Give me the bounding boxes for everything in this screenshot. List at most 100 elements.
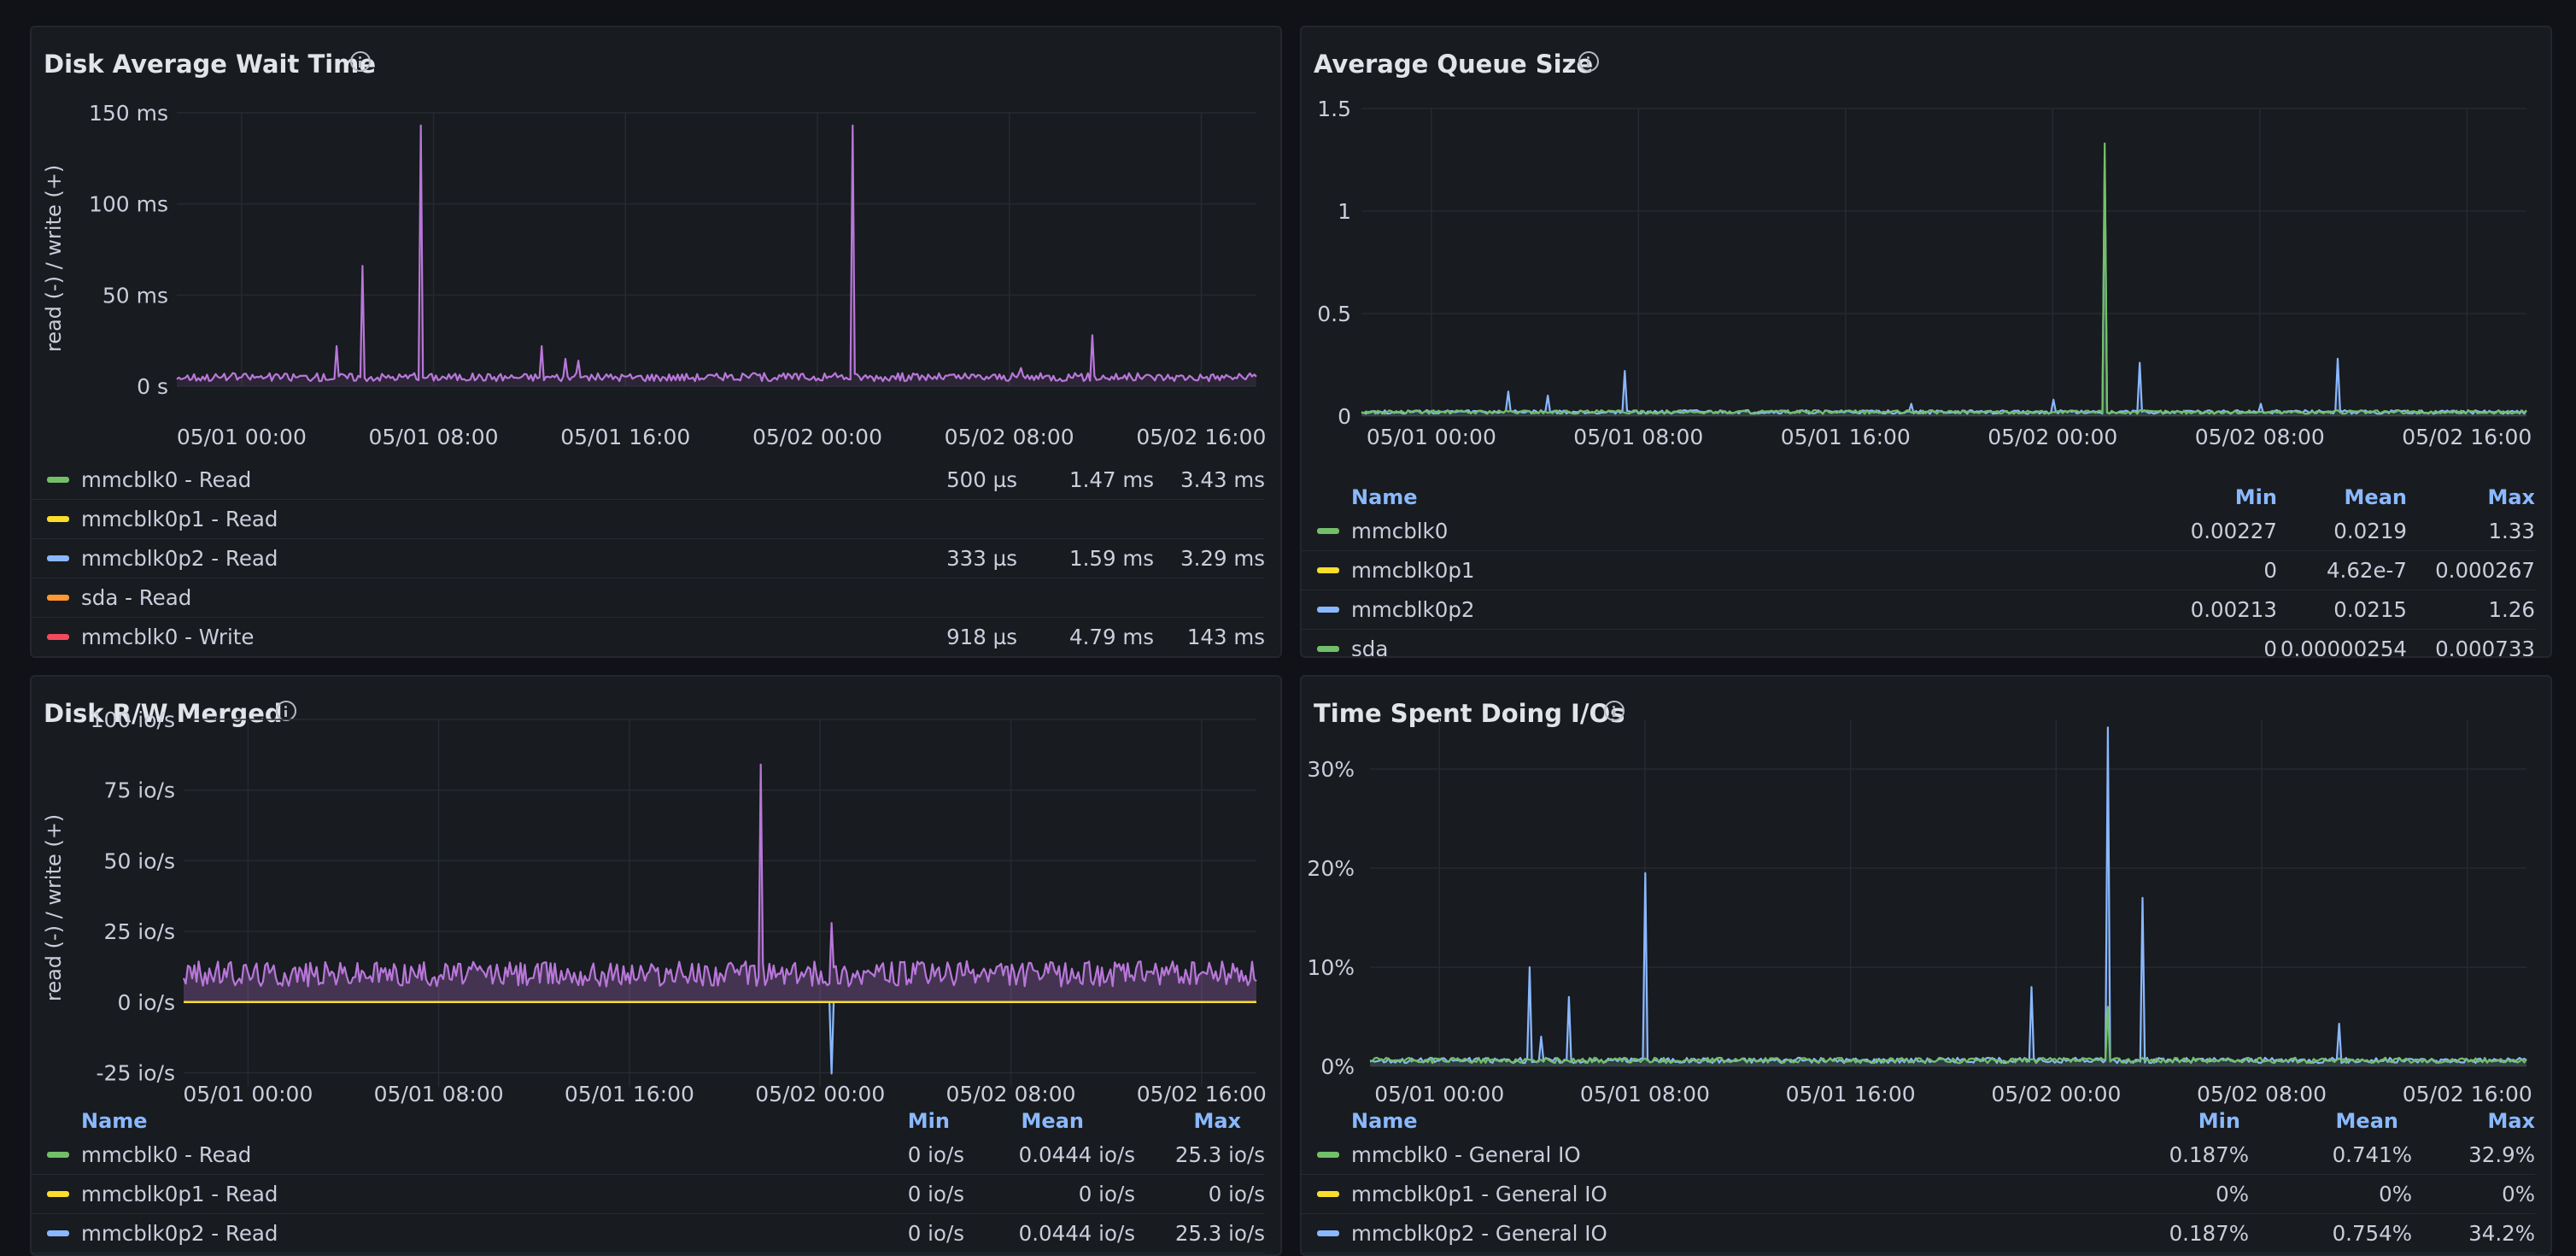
info-icon[interactable] <box>1604 701 1625 721</box>
x-tick-label: 05/01 08:00 <box>374 1082 504 1106</box>
x-tick-label: 05/01 00:00 <box>183 1082 313 1106</box>
y-tick-label: 1.5 <box>1317 97 1351 121</box>
x-tick-label: 05/02 16:00 <box>1137 1082 1267 1106</box>
legend-row[interactable]: mmcblk0p1 - Read <box>32 499 1265 539</box>
y-tick-label: 0 s <box>137 374 168 399</box>
legend-mean-value: 0 io/s <box>1078 1182 1135 1206</box>
panel-time-spent-doing-ios: Time Spent Doing I/Os 30% 20% 10% 0% 05/01 0… <box>1300 675 2552 1256</box>
legend-series-name: mmcblk0 - Write <box>81 625 255 649</box>
series-fill-mmcblk0-write <box>177 125 1256 386</box>
x-tick-label: 05/02 00:00 <box>1991 1082 2121 1106</box>
legend-max-value: 25.3 io/s <box>1174 1142 1265 1167</box>
legend-series-name: mmcblk0 <box>1351 519 1449 543</box>
legend-header-max[interactable]: Max <box>2487 485 2535 509</box>
legend-row[interactable]: mmcblk0p2 - Read 0 io/s 0.0444 io/s 25.3 io… <box>32 1213 1265 1253</box>
legend-row[interactable]: mmcblk0 - Read 500 µs 1.47 ms 3.43 ms <box>32 460 1265 500</box>
series-line-write <box>182 763 1257 988</box>
legend-row[interactable]: mmcblk0p2 - Read 333 µs 1.59 ms 3.29 ms <box>32 538 1265 578</box>
y-tick-label: 75 io/s <box>104 778 175 803</box>
x-tick-label: 05/02 00:00 <box>1988 425 2117 449</box>
legend-header-name[interactable]: Name <box>1351 485 1418 509</box>
x-tick-label: 05/01 16:00 <box>1786 1082 1916 1106</box>
panel-disk-rw-merged: Disk R/W Merged read (-) / write (+) 100… <box>30 675 1282 1256</box>
legend-header-mean[interactable]: Mean <box>2335 1109 2398 1133</box>
legend-mean-value: 0.0444 io/s <box>1018 1221 1135 1246</box>
x-tick-label: 05/02 08:00 <box>946 1082 1075 1106</box>
legend-max-value: 0.000267 <box>2435 558 2535 583</box>
legend-row[interactable]: mmcblk0p1 - General IO 0% 0% 0% <box>1302 1174 2535 1214</box>
legend-max-value: 34.2% <box>2468 1221 2535 1246</box>
legend-mean-value: 4.79 ms <box>1069 625 1154 649</box>
legend-max-value: 32.9% <box>2468 1142 2535 1167</box>
info-icon[interactable] <box>1578 51 1599 72</box>
panel-title[interactable]: Average Queue Size <box>1314 50 1594 79</box>
legend-max-value: 0 io/s <box>1208 1182 1265 1206</box>
chart-average-queue-size[interactable]: 1.5 1 0.5 0 05/01 00:00 05/01 08:00 05/01 16:0… <box>1302 27 2552 489</box>
y-tick-label: 100 io/s <box>91 707 175 732</box>
y-tick-label: 50 ms <box>102 283 168 308</box>
legend-row[interactable]: mmcblk0 - Read 0 io/s 0.0444 io/s 25.3 io/s <box>32 1135 1265 1175</box>
legend-disk-rw-merged: Name Min Mean Max mmcblk0 - Read 0 io/s 0.044… <box>32 1109 1265 1254</box>
legend-row[interactable]: mmcblk0 - General IO 0.187% 0.741% 32.9% <box>1302 1135 2535 1175</box>
series-color-swatch <box>47 1230 69 1236</box>
legend-mean-value: 0.0444 io/s <box>1018 1142 1135 1167</box>
legend-row[interactable]: mmcblk0 0.00227 0.0219 1.33 <box>1302 511 2535 551</box>
series-line-mmcblk0p2-read <box>184 1001 1256 1075</box>
legend-header-min[interactable]: Min <box>2198 1109 2240 1133</box>
legend-header-min[interactable]: Min <box>2234 485 2277 509</box>
series-fill-mmcblk0 <box>1361 143 2526 417</box>
legend-row[interactable]: sda 0 0.00000254 0.000733 <box>1302 629 2535 658</box>
x-tick-label: 05/01 16:00 <box>1781 425 1911 449</box>
y-tick-label: 0 io/s <box>117 990 175 1015</box>
legend-row[interactable]: sda - Read <box>32 578 1265 618</box>
x-tick-label: 05/01 00:00 <box>177 425 307 449</box>
y-tick-label: 10% <box>1307 955 1355 980</box>
series-line-mmcblk0 <box>1361 142 2527 415</box>
y-tick-label: 0.5 <box>1317 302 1351 326</box>
panel-title[interactable]: Time Spent Doing I/Os <box>1314 699 1625 728</box>
y-tick-label: 30% <box>1307 757 1355 782</box>
info-icon[interactable] <box>276 701 296 721</box>
legend-row[interactable]: mmcblk0p1 - Read 0 io/s 0 io/s 0 io/s <box>32 1174 1265 1214</box>
series-color-swatch <box>47 1191 69 1197</box>
series-line-mmcblk0p2 <box>1361 156 2527 415</box>
legend-row[interactable]: mmcblk0 - Write 918 µs 4.79 ms 143 ms <box>32 617 1265 656</box>
legend-mean-value: 0.0215 <box>2333 597 2407 622</box>
legend-mean-value: 1.47 ms <box>1069 467 1154 492</box>
legend-series-name: mmcblk0p1 - General IO <box>1351 1182 1607 1206</box>
legend-min-value: 0 <box>2263 637 2277 658</box>
series-color-swatch <box>47 477 69 483</box>
series-color-swatch <box>1317 1152 1339 1158</box>
legend-header-max[interactable]: Max <box>1193 1109 1241 1133</box>
legend-series-name: sda <box>1351 637 1389 658</box>
series-color-swatch <box>47 595 69 601</box>
panel-title[interactable]: Disk Average Wait Time <box>44 50 377 79</box>
legend-row[interactable]: mmcblk0p2 0.00213 0.0215 1.26 <box>1302 590 2535 630</box>
legend-header: Name Min Mean Max <box>32 1109 1265 1135</box>
legend-header-max[interactable]: Max <box>2487 1109 2535 1133</box>
legend-row[interactable]: mmcblk0p2 - General IO 0.187% 0.754% 34.2% <box>1302 1213 2535 1253</box>
legend-header-name[interactable]: Name <box>1351 1109 1418 1133</box>
legend-min-value: 0 <box>2263 558 2277 583</box>
info-icon[interactable] <box>350 51 371 72</box>
legend-header-min[interactable]: Min <box>907 1109 950 1133</box>
x-tick-label: 05/02 08:00 <box>2195 425 2325 449</box>
chart-time-spent-doing-ios[interactable]: 30% 20% 10% 0% 05/01 00:00 05/01 08:00 05/01 1… <box>1302 677 2552 1121</box>
panel-title[interactable]: Disk R/W Merged <box>44 699 283 728</box>
chart-disk-rw-merged[interactable]: 100 io/s 75 io/s 50 io/s 25 io/s 0 io/s -25 i… <box>32 677 1282 1121</box>
x-tick-label: 05/02 00:00 <box>752 425 882 449</box>
legend-row[interactable]: mmcblk0p1 0 4.62e-7 0.000267 <box>1302 550 2535 590</box>
series-color-swatch <box>1317 528 1339 534</box>
legend-header-name[interactable]: Name <box>81 1109 148 1133</box>
legend-max-value: 143 ms <box>1186 625 1265 649</box>
legend-header-mean[interactable]: Mean <box>2344 485 2407 509</box>
legend-mean-value: 0% <box>2379 1182 2412 1206</box>
legend-header-mean[interactable]: Mean <box>1021 1109 1084 1133</box>
chart-disk-average-wait-time[interactable]: 150 ms 100 ms 50 ms 0 s 05/01 00:00 05/01 08:… <box>32 27 1282 463</box>
series-color-swatch <box>47 516 69 522</box>
y-tick-label: -25 io/s <box>97 1060 175 1085</box>
legend-series-name: mmcblk0p1 - Read <box>81 507 278 531</box>
y-tick-label: 0% <box>1320 1054 1355 1079</box>
legend-min-value: 0.187% <box>2169 1142 2249 1167</box>
series-line-mmcblk0p2-general-io <box>1369 726 2527 1065</box>
